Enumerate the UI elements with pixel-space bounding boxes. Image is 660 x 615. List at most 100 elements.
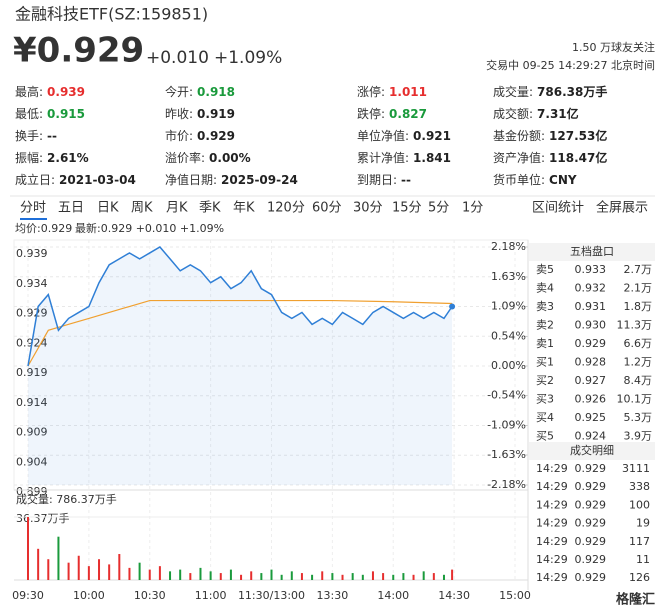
stat-label: 溢价率: xyxy=(165,150,205,165)
volume-bar xyxy=(341,574,344,580)
volume-bar xyxy=(209,571,212,580)
ob-volume: 11.3万 xyxy=(617,319,653,332)
ob-volume: 8.4万 xyxy=(624,374,653,387)
tab[interactable]: 120分 xyxy=(267,201,305,216)
ob-side: 买4 xyxy=(536,411,554,424)
volume-bar xyxy=(27,517,29,580)
stat-value: 2021-03-04 xyxy=(59,173,136,187)
y-tick-label: 0.934 xyxy=(16,277,48,290)
trade-price: 0.929 xyxy=(575,535,607,548)
trade-volume: 338 xyxy=(629,480,650,493)
volume-bar xyxy=(371,571,374,580)
tab[interactable]: 5分 xyxy=(428,201,449,216)
ob-volume: 5.3万 xyxy=(624,411,653,424)
tab[interactable]: 1分 xyxy=(462,201,483,216)
volume-bar xyxy=(300,573,303,580)
ob-side: 卖3 xyxy=(536,300,554,313)
tab[interactable]: 30分 xyxy=(353,201,383,216)
stat-value: CNY xyxy=(549,173,577,187)
ob-price: 0.931 xyxy=(575,300,607,313)
stat-label: 单位净值: xyxy=(357,128,409,143)
price: ¥0.929 xyxy=(13,31,144,71)
stat-label: 昨收: xyxy=(165,107,193,121)
stat: 成交量: 786.38万手 xyxy=(493,84,607,99)
volume-bar xyxy=(432,573,435,580)
link[interactable]: 全屏展示 xyxy=(596,200,648,216)
ob-volume: 3.9万 xyxy=(624,430,653,443)
stat: 换手: -- xyxy=(15,129,57,143)
stat-value: 2025-09-24 xyxy=(221,173,298,187)
volume-bar xyxy=(240,574,243,580)
trade-volume: 117 xyxy=(629,535,650,548)
stat: 溢价率: 0.00% xyxy=(165,150,251,165)
volume-bar xyxy=(311,574,314,580)
ob-price: 0.925 xyxy=(575,411,607,424)
tab[interactable]: 月K xyxy=(166,201,188,216)
ob-side: 卖4 xyxy=(536,282,554,295)
y2-tick-label: 2.18% xyxy=(491,240,526,253)
y2-tick-label: 1.09% xyxy=(491,300,526,313)
volume-bar xyxy=(331,573,334,580)
stat-value: 7.31亿 xyxy=(537,106,579,121)
stat-value: 0.918 xyxy=(197,85,235,99)
tab[interactable]: 日K xyxy=(97,201,119,216)
title: 金融科技ETF(SZ:159851) xyxy=(15,5,208,24)
panel-header xyxy=(529,243,655,261)
panel-title: 成交明细 xyxy=(570,443,614,457)
ob-volume: 2.7万 xyxy=(624,263,653,276)
stat: 今开: 0.918 xyxy=(165,84,235,99)
legend-avg: 均价:0.929 xyxy=(15,222,72,235)
tab[interactable]: 周K xyxy=(131,201,153,216)
stat-value: 786.38万手 xyxy=(537,84,607,99)
link[interactable]: 区间统计 xyxy=(532,201,584,216)
trade-time: 14:29 xyxy=(536,517,568,530)
ob-price: 0.926 xyxy=(575,393,607,406)
stat-label: 涨停: xyxy=(357,84,385,99)
trade-volume: 100 xyxy=(629,498,650,511)
stat-label: 最低: xyxy=(15,107,43,121)
trade-price: 0.929 xyxy=(575,480,607,493)
trade-volume: 19 xyxy=(636,517,650,530)
volume-bar xyxy=(321,571,324,580)
y2-tick-label: 0.54% xyxy=(491,330,526,343)
y-tick-label: 0.904 xyxy=(16,455,48,468)
ob-price: 0.930 xyxy=(575,319,607,332)
volume-bar xyxy=(169,571,172,580)
tab[interactable]: 年K xyxy=(233,201,255,216)
volume-bar xyxy=(412,574,415,580)
volume-bar xyxy=(392,574,395,580)
trade-volume: 3111 xyxy=(622,462,650,475)
ob-price: 0.924 xyxy=(575,430,607,443)
stat: 成交额: 7.31亿 xyxy=(493,106,579,121)
ob-volume: 10.1万 xyxy=(617,393,653,406)
tab[interactable]: 季K xyxy=(199,201,221,216)
x-tick-label: 13:30 xyxy=(317,589,349,602)
watermark: 格隆汇 xyxy=(616,592,655,608)
trade-time: 14:29 xyxy=(536,553,568,566)
stat-value: 1.841 xyxy=(413,151,451,165)
stat-value: -- xyxy=(47,129,57,143)
tab[interactable]: 15分 xyxy=(392,201,422,216)
change: +0.010 xyxy=(146,48,209,68)
volume-bar xyxy=(98,559,101,580)
stat: 最高: 0.939 xyxy=(15,84,85,99)
stat-value: 118.47亿 xyxy=(549,150,607,165)
stat: 到期日: -- xyxy=(357,173,411,187)
stat-value: -- xyxy=(401,173,411,187)
y-tick-label: 0.929 xyxy=(16,307,48,320)
tab[interactable]: 五日 xyxy=(58,201,84,216)
stat-label: 资产净值: xyxy=(493,150,545,165)
stat-value: 2.61% xyxy=(47,151,89,165)
tab[interactable]: 分时 xyxy=(20,201,46,216)
ob-price: 0.933 xyxy=(575,263,607,276)
volume-bar xyxy=(148,569,151,580)
ob-volume: 1.8万 xyxy=(624,300,653,313)
y-tick-label: 0.899 xyxy=(16,485,48,498)
stat: 资产净值: 118.47亿 xyxy=(493,150,607,165)
x-tick-label: 10:00 xyxy=(73,589,105,602)
volume-bar xyxy=(47,559,50,580)
tab[interactable]: 60分 xyxy=(312,201,342,216)
stat-label: 跌停: xyxy=(357,106,385,121)
volume-bar xyxy=(422,571,425,580)
